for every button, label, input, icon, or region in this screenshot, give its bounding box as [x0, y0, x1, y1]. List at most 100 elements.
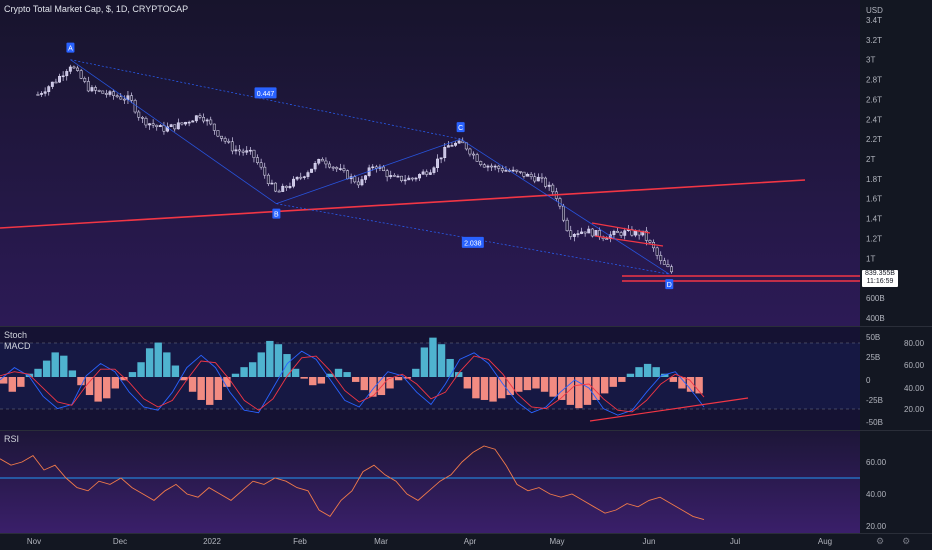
- macd-histogram-bar: [369, 377, 377, 397]
- rsi-tick-label: 20.00: [866, 522, 887, 531]
- candle-body: [536, 176, 540, 182]
- macd-histogram-bar: [695, 377, 703, 394]
- price-tick-label: 600B: [866, 294, 885, 303]
- macd-histogram-bar: [248, 362, 257, 377]
- rsi-label[interactable]: RSI: [4, 434, 20, 444]
- candle-body: [292, 178, 295, 187]
- candle-body: [580, 231, 583, 234]
- macd-histogram-bar: [592, 377, 600, 400]
- macd-histogram-bar: [317, 377, 326, 384]
- macd-histogram-bar: [609, 377, 617, 387]
- macd-histogram-bar: [635, 367, 643, 377]
- candle-body: [151, 123, 155, 126]
- time-tick-label: Nov: [27, 537, 41, 546]
- candle-body: [572, 233, 576, 237]
- price-tick-label: 3.4T: [866, 16, 882, 25]
- macd-histogram-bar: [472, 377, 480, 399]
- candle-body: [594, 230, 598, 237]
- candle-body: [428, 172, 432, 175]
- candle-body: [187, 121, 191, 124]
- candle-body: [414, 177, 418, 180]
- ratio-label: 0.447: [257, 91, 275, 98]
- candle-body: [418, 174, 421, 179]
- candle-body: [36, 94, 40, 96]
- candle-body: [353, 176, 357, 183]
- stoch-line: [0, 350, 705, 416]
- macd-histogram-bar: [34, 368, 42, 377]
- candle-body: [194, 115, 198, 122]
- chart-title: Crypto Total Market Cap, $, 1D, CRYPTOCA…: [4, 4, 189, 14]
- macd-histogram-bar: [678, 377, 686, 389]
- macd-histogram-bar: [8, 377, 16, 392]
- candle-body: [666, 264, 670, 267]
- gear-icon[interactable]: ⚙: [902, 536, 911, 546]
- rsi-pane-bg: [0, 431, 860, 533]
- rsi-tick-label: 40.00: [866, 490, 887, 499]
- stoch-tick-label: 40.00: [904, 384, 925, 393]
- candle-body: [313, 163, 317, 170]
- candle-body: [115, 95, 119, 98]
- macd-histogram-bar: [480, 377, 489, 400]
- candle-body: [493, 165, 497, 168]
- macd-histogram-bar: [437, 344, 446, 377]
- macd-histogram-bar: [197, 377, 205, 400]
- price-tick-label: 2.2T: [866, 135, 882, 144]
- price-tick-label: 3T: [866, 56, 875, 65]
- macd-histogram-bar: [575, 377, 583, 409]
- macd-label[interactable]: MACD: [4, 341, 31, 351]
- macd-histogram-bar: [111, 377, 119, 389]
- candle-body: [173, 124, 177, 130]
- stoch-label[interactable]: Stoch: [4, 330, 28, 340]
- candle-body: [54, 81, 58, 84]
- candle-body: [133, 100, 137, 113]
- macd-histogram-bar: [515, 377, 523, 392]
- candle-body: [50, 81, 54, 87]
- candle-body: [162, 125, 166, 132]
- macd-histogram-bar: [429, 337, 437, 377]
- ratio-label: 2.038: [464, 240, 482, 247]
- candle-body: [518, 171, 522, 173]
- candle-body: [670, 266, 673, 273]
- candle-body: [475, 154, 479, 162]
- candle-body: [396, 175, 400, 178]
- macd-histogram-bar: [0, 377, 8, 384]
- macd-histogram-bar: [206, 377, 214, 405]
- candle-body: [486, 165, 490, 168]
- candle-body: [223, 138, 227, 142]
- candle-body: [623, 230, 627, 236]
- candle-body: [184, 121, 187, 125]
- macd-histogram-bar: [77, 377, 85, 386]
- macd-histogram-bar: [103, 377, 111, 399]
- candle-body: [140, 117, 144, 119]
- candle-body: [612, 231, 616, 235]
- candle-body: [659, 255, 663, 261]
- macd-histogram-bar: [300, 377, 308, 379]
- candle-body: [263, 166, 267, 176]
- macd-histogram-bar: [51, 352, 59, 377]
- macd-histogram-bar: [120, 377, 128, 381]
- time-tick-label: 2022: [203, 537, 221, 546]
- macd-tick-label: -25B: [866, 396, 883, 405]
- settings-icon[interactable]: ⚙: [876, 536, 885, 546]
- candle-body: [176, 122, 180, 130]
- stoch-tick-label: 60.00: [904, 361, 925, 370]
- stoch-tick-label: 20.00: [904, 405, 925, 414]
- candle-body: [220, 135, 223, 139]
- macd-histogram-bar: [188, 377, 197, 392]
- candle-body: [295, 176, 299, 180]
- price-tick-label: 1.2T: [866, 234, 882, 243]
- price-tick-label: 2T: [866, 155, 875, 164]
- bar-countdown: 11:16:59: [866, 278, 894, 285]
- pattern-point-badge: [66, 42, 75, 53]
- candle-body: [655, 247, 659, 256]
- macd-histogram-bar: [326, 373, 334, 377]
- candle-body: [108, 91, 112, 95]
- macd-tick-label: 25B: [866, 353, 880, 362]
- candle-body: [364, 175, 367, 180]
- flag-bottom-line: [594, 235, 664, 247]
- macd-histogram-bar: [154, 342, 162, 377]
- candle-body: [61, 75, 65, 78]
- candle-body: [310, 168, 313, 173]
- macd-histogram-bar: [68, 370, 77, 377]
